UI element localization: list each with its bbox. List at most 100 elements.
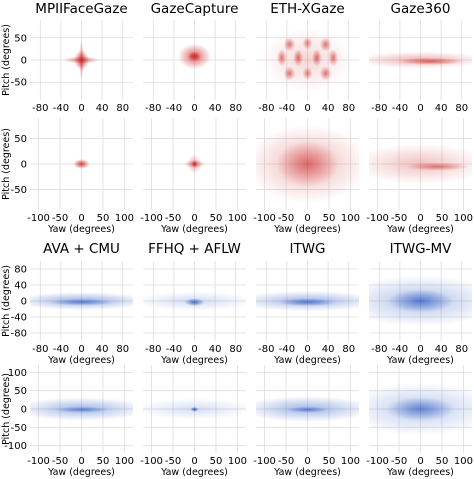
x-tick-label: 80 (342, 103, 355, 114)
x-tick-label: -80 (371, 344, 387, 355)
x-tick-label: -100 (140, 456, 163, 467)
x-tick-label: -100 (366, 456, 389, 467)
x-tick-label: -40 (166, 344, 182, 355)
density-blob (79, 40, 84, 80)
x-tick-label: -50 (391, 456, 407, 467)
x-axis-label: Yaw (degrees) (160, 355, 228, 366)
y-tick-label: -50 (11, 78, 27, 89)
x-tick-label: -40 (392, 103, 408, 114)
x-tick-label: 40 (322, 103, 335, 114)
density-blob (386, 397, 455, 421)
x-axis-label: Yaw (degrees) (386, 355, 454, 366)
x-axis-label: Yaw (degrees) (47, 355, 115, 366)
heatmap-panel: GazeCapture -80 -40 0 40 80 (143, 1, 246, 114)
x-tick-label: 50 (323, 456, 336, 467)
density-blob (262, 28, 353, 92)
density-blob (187, 51, 202, 62)
x-tick-label: 50 (210, 456, 223, 467)
x-tick-label: 0 (304, 344, 310, 355)
x-tick-label: -40 (53, 344, 69, 355)
y-tick-label: 50 (14, 134, 27, 145)
panel-title: Gaze360 (391, 1, 451, 17)
x-tick-label: -50 (165, 213, 181, 224)
x-tick-label: -80 (145, 103, 161, 114)
x-tick-label: -100 (253, 456, 276, 467)
x-axis-label: Yaw (degrees) (47, 467, 115, 478)
x-tick-label: -80 (371, 103, 387, 114)
x-tick-label: -40 (279, 344, 295, 355)
x-tick-label: 0 (78, 344, 84, 355)
density-blob (48, 299, 115, 306)
x-tick-label: -80 (258, 344, 274, 355)
x-tick-label: 40 (96, 103, 109, 114)
x-tick-label: 0 (417, 213, 423, 224)
x-tick-label: -100 (27, 456, 50, 467)
x-tick-label: 50 (436, 456, 449, 467)
x-tick-label: 40 (209, 344, 222, 355)
density-blob (397, 57, 464, 65)
x-tick-label: 0 (191, 456, 197, 467)
x-tick-label: 40 (96, 344, 109, 355)
x-tick-label: 40 (435, 344, 448, 355)
heatmap-panel: ETH-XGaze -80 -40 0 40 80 (256, 1, 359, 114)
y-tick-label: 0 (21, 297, 27, 308)
x-tick-label: 80 (455, 103, 468, 114)
panel-title: ETH-XGaze (270, 1, 345, 17)
x-tick-label: -100 (253, 213, 276, 224)
y-axis-label: Pitch (degrees) (1, 373, 12, 445)
x-tick-label: -40 (279, 103, 295, 114)
y-tick-label: 80 (14, 265, 27, 276)
x-tick-label: -50 (52, 456, 68, 467)
x-axis-label: Yaw (degrees) (273, 224, 341, 235)
x-tick-label: -80 (32, 344, 48, 355)
y-tick-label: 100 (8, 368, 27, 379)
density-blob (54, 406, 109, 413)
y-axis-label: Pitch (degrees) (1, 128, 12, 200)
x-tick-label: 50 (210, 213, 223, 224)
x-tick-label: 0 (417, 344, 423, 355)
y-tick-label: 50 (14, 386, 27, 397)
x-tick-label: -100 (366, 213, 389, 224)
x-tick-label: -100 (27, 213, 50, 224)
x-tick-label: -100 (140, 213, 163, 224)
x-tick-label: -40 (392, 344, 408, 355)
panel-title: ITWG-MV (390, 241, 453, 257)
x-tick-label: 50 (323, 213, 336, 224)
x-tick-label: -50 (165, 456, 181, 467)
x-axis-label: Yaw (degrees) (47, 224, 115, 235)
x-axis-label: Yaw (degrees) (386, 224, 454, 235)
x-tick-label: -40 (166, 103, 182, 114)
x-axis-label: Yaw (degrees) (160, 467, 228, 478)
x-tick-label: -50 (52, 213, 68, 224)
y-tick-label: -50 (11, 423, 27, 434)
x-tick-label: 100 (115, 456, 134, 467)
x-tick-label: 100 (454, 213, 473, 224)
x-tick-label: 0 (78, 103, 84, 114)
x-tick-label: 0 (191, 344, 197, 355)
density-blob (276, 141, 339, 187)
x-tick-label: 0 (417, 456, 423, 467)
x-tick-label: 100 (115, 213, 134, 224)
y-tick-label: 0 (21, 405, 27, 416)
heatmap-panel: Gaze360 -80 -40 0 40 80 (369, 1, 472, 114)
x-tick-label: 0 (417, 103, 423, 114)
x-tick-label: 100 (228, 213, 247, 224)
x-tick-label: 100 (454, 456, 473, 467)
panel-title: FFHQ + AFLW (148, 241, 241, 257)
x-tick-label: 0 (191, 103, 197, 114)
density-blob (387, 289, 454, 313)
y-axis-label: Pitch (degrees) (1, 24, 12, 96)
x-tick-label: -80 (258, 103, 274, 114)
density-blob (191, 160, 198, 168)
x-axis-label: Yaw (degrees) (160, 224, 228, 235)
x-tick-label: 50 (97, 456, 110, 467)
x-tick-label: -50 (278, 456, 294, 467)
